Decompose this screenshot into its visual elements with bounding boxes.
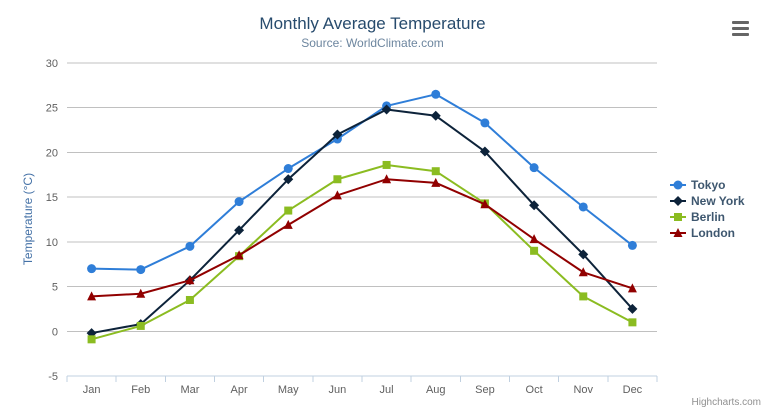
y-axis-label: 15 — [46, 192, 58, 204]
point-marker[interactable] — [332, 129, 343, 140]
chart-subtitle: Source: WorldClimate.com — [301, 36, 444, 50]
point-marker[interactable] — [333, 175, 342, 184]
point-marker[interactable] — [530, 246, 539, 255]
y-axis-label: 30 — [46, 58, 58, 70]
point-marker[interactable] — [627, 240, 637, 250]
point-marker[interactable] — [673, 228, 683, 237]
x-axis-label: Jul — [380, 384, 394, 396]
point-marker[interactable] — [578, 249, 589, 260]
legend-label: New York — [691, 194, 745, 208]
point-marker[interactable] — [87, 264, 97, 274]
point-marker[interactable] — [332, 190, 342, 200]
x-axis-label: Feb — [131, 384, 150, 396]
series-line-london — [90, 178, 634, 298]
point-marker[interactable] — [136, 288, 146, 298]
legend-label: Tokyo — [691, 178, 726, 192]
y-axis-label: 25 — [46, 103, 58, 115]
legend-item-berlin[interactable]: Berlin — [670, 209, 745, 225]
series-new-york — [86, 104, 638, 339]
legend: Tokyo New York Berlin London — [670, 177, 745, 241]
y-axis-label: 5 — [52, 282, 58, 294]
x-axis-label: Nov — [573, 384, 593, 396]
point-marker[interactable] — [579, 292, 588, 301]
point-marker[interactable] — [431, 167, 440, 176]
point-marker[interactable] — [628, 318, 637, 327]
y-axis-label: 20 — [46, 147, 58, 159]
chart-title: Monthly Average Temperature — [259, 14, 486, 33]
legend-item-new-york[interactable]: New York — [670, 193, 745, 209]
legend-item-london[interactable]: London — [670, 225, 745, 241]
point-marker[interactable] — [431, 177, 441, 187]
point-marker[interactable] — [283, 174, 294, 185]
point-marker[interactable] — [234, 197, 244, 207]
legend-symbol-triangle-icon — [670, 228, 686, 237]
point-marker[interactable] — [430, 110, 441, 121]
export-menu-button[interactable] — [729, 18, 753, 38]
point-marker[interactable] — [479, 146, 490, 157]
point-marker[interactable] — [381, 104, 392, 115]
point-marker[interactable] — [673, 196, 683, 206]
point-marker[interactable] — [136, 321, 145, 330]
x-axis-label: Apr — [231, 384, 248, 396]
x-axis-label: Dec — [623, 384, 643, 396]
point-marker[interactable] — [136, 265, 146, 275]
y-axis-title: Temperature (°C) — [21, 172, 35, 266]
x-axis-label: Sep — [475, 384, 495, 396]
point-marker[interactable] — [382, 174, 392, 184]
series-line-tokyo — [90, 93, 634, 271]
legend-item-tokyo[interactable]: Tokyo — [670, 177, 745, 193]
point-marker[interactable] — [529, 163, 539, 173]
point-marker[interactable] — [185, 241, 195, 251]
point-marker[interactable] — [480, 199, 490, 209]
point-marker[interactable] — [87, 291, 97, 301]
legend-label: London — [691, 226, 735, 240]
point-marker[interactable] — [283, 219, 293, 229]
point-marker[interactable] — [382, 160, 391, 169]
x-axis-label: Jun — [329, 384, 347, 396]
series-tokyo — [87, 89, 637, 275]
x-axis-label: Jan — [83, 384, 101, 396]
point-marker[interactable] — [185, 275, 195, 285]
x-axis-label: May — [278, 384, 299, 396]
y-axis-label: 0 — [52, 326, 58, 338]
x-axis-label: Oct — [526, 384, 543, 396]
series-line-berlin — [90, 163, 634, 341]
legend-symbol-circle-icon — [670, 180, 686, 190]
point-marker[interactable] — [234, 250, 244, 260]
point-marker[interactable] — [578, 267, 588, 277]
y-axis-label: -5 — [48, 371, 58, 383]
hamburger-menu-icon — [732, 20, 750, 36]
point-marker[interactable] — [578, 202, 588, 212]
point-marker[interactable] — [627, 283, 637, 293]
legend-symbol-square-icon — [670, 213, 686, 221]
point-marker[interactable] — [283, 164, 293, 174]
legend-symbol-diamond-icon — [670, 196, 686, 206]
x-axis-label: Mar — [180, 384, 199, 396]
point-marker[interactable] — [87, 335, 96, 344]
point-marker[interactable] — [627, 303, 638, 314]
point-marker[interactable] — [674, 213, 682, 221]
point-marker[interactable] — [185, 295, 194, 304]
point-marker[interactable] — [673, 180, 683, 190]
legend-label: Berlin — [691, 210, 726, 224]
point-marker[interactable] — [529, 234, 539, 244]
series-line-new-york — [90, 108, 634, 335]
credits-link[interactable]: Highcharts.com — [691, 397, 761, 408]
y-axis-label: 10 — [46, 237, 58, 249]
point-marker[interactable] — [431, 89, 441, 99]
series-london — [87, 174, 637, 301]
point-marker[interactable] — [234, 225, 245, 236]
point-marker[interactable] — [529, 200, 540, 211]
x-axis-label: Aug — [426, 384, 446, 396]
point-marker[interactable] — [284, 206, 293, 215]
point-marker[interactable] — [480, 118, 490, 128]
